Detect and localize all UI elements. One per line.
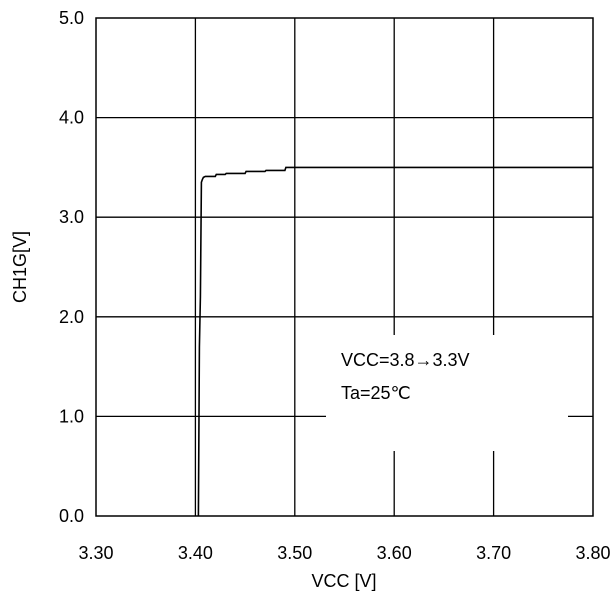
x-tick-label: 3.50: [277, 543, 312, 563]
y-tick-labels: 0.0 1.0 2.0 3.0 4.0 5.0: [59, 8, 84, 526]
y-tick-label: 5.0: [59, 8, 84, 28]
x-tick-label: 3.40: [178, 543, 213, 563]
y-tick-label: 4.0: [59, 108, 84, 128]
annotation-box: [326, 335, 568, 451]
annotation-temperature: Ta=25℃: [341, 383, 411, 403]
y-tick-label: 3.0: [59, 207, 84, 227]
annotation-condition: VCC=3.8→3.3V: [341, 350, 470, 370]
x-tick-label: 3.70: [476, 543, 511, 563]
y-axis-label: CH1G[V]: [10, 231, 30, 303]
x-tick-label: 3.80: [575, 543, 610, 563]
plot-frame: [95, 17, 594, 517]
x-axis-label: VCC [V]: [311, 571, 376, 591]
x-tick-labels: 3.30 3.40 3.50 3.60 3.70 3.80: [78, 543, 610, 563]
x-tick-label: 3.30: [78, 543, 113, 563]
x-tick-label: 3.60: [377, 543, 412, 563]
series-line: [197, 166, 593, 517]
y-tick-label: 2.0: [59, 307, 84, 327]
y-tick-label: 1.0: [59, 406, 84, 426]
y-tick-label: 0.0: [59, 506, 84, 526]
series-group: [197, 166, 593, 517]
